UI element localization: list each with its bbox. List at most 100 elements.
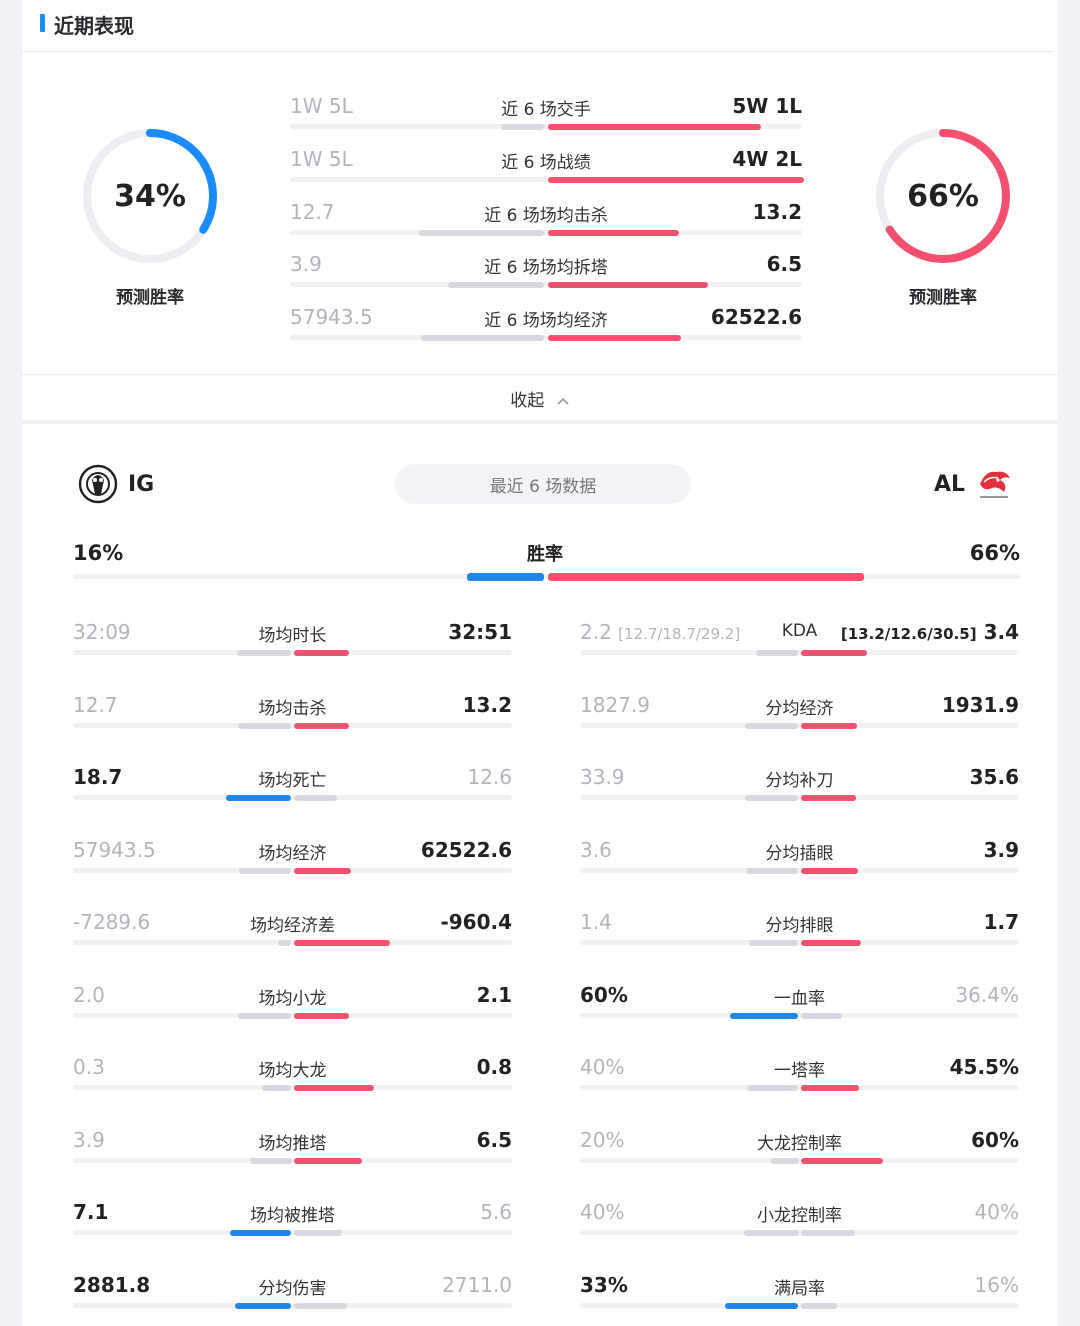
stats_right-right-value: 3.9 — [983, 837, 1019, 862]
stats_left-track — [73, 1230, 512, 1235]
stats_right-right-bar — [800, 1302, 837, 1309]
stats_left-left: 7.1 — [73, 1200, 108, 1224]
stats_left-right-value: 2.1 — [476, 982, 512, 1007]
stats_left-right: 13.2 — [252, 693, 512, 717]
stats_right-track — [580, 867, 1019, 873]
stats_left-left-bar — [234, 1302, 292, 1309]
stats_right-left-bar — [744, 795, 799, 801]
stats_left-right: 2711.0 — [252, 1273, 512, 1297]
stats_right-left: 33.9 — [580, 765, 625, 789]
chevron-up-icon — [556, 391, 570, 411]
recent-row-track — [290, 230, 802, 235]
stats_right-right: 45.5% — [759, 1055, 1019, 1079]
stats_left-right-value: 32:51 — [448, 620, 512, 644]
stats_right-right: 1.7 — [759, 910, 1019, 934]
stats_right-left: 40% — [580, 1055, 624, 1079]
stats_left-left-bar — [237, 722, 292, 729]
recent-row-right-bar — [548, 177, 804, 183]
stats_left-label: 场均击杀 — [258, 698, 327, 719]
collapse-button[interactable]: 收起 — [0, 386, 1080, 411]
stats_left-left-value: 3.9 — [73, 1127, 105, 1152]
stats_left-right-value: 12.6 — [467, 765, 512, 789]
stats_left-left-bar — [250, 1157, 292, 1164]
stats_right-left-value: 60% — [580, 982, 628, 1007]
stats_left-right-bar — [293, 1157, 363, 1164]
stats_left-left-bar — [261, 1085, 292, 1091]
stats_right-right-bar — [800, 940, 861, 946]
stats_left-right-bar — [293, 722, 350, 729]
stats_right-right: 35.6 — [759, 765, 1019, 789]
stats_right-left-bar — [745, 867, 799, 874]
recent-row-track — [290, 124, 802, 129]
stats_left-left-value: 57943.5 — [73, 837, 156, 862]
stats_left-left: 0.3 — [73, 1055, 105, 1079]
stats_right-right-extra: [13.2/12.6/30.5] — [840, 625, 977, 643]
stats_right-label: 分均经济 — [765, 698, 834, 719]
winrate-track — [73, 574, 1020, 579]
stats_right-right-value: 40% — [974, 1200, 1019, 1224]
stats_right-right-bar — [800, 722, 858, 729]
stats_left-right-bar — [293, 1230, 342, 1236]
stats_left-label: 场均被推塔 — [250, 1206, 335, 1226]
stats_left-track — [73, 867, 512, 873]
stats_left-right-value: 2711.0 — [442, 1272, 512, 1297]
stats_right-label: 一塔率 — [774, 1061, 825, 1081]
stats_left-right-bar — [293, 795, 338, 801]
stats_left-track — [73, 722, 512, 728]
stats_left-right-value: 0.8 — [476, 1055, 512, 1079]
stats_right-right: [13.2/12.6/30.5] 3.4 — [759, 620, 1019, 644]
recent-row-label: 近 6 场交手 — [501, 100, 591, 120]
stats_left-track — [73, 1302, 512, 1308]
recent-row-right-value: 13.2 — [752, 200, 802, 224]
stats_right-left-extra: [12.7/18.7/29.2] — [618, 625, 741, 643]
right-win-prob-value: 66% — [907, 178, 979, 214]
stats_right-right: 60% — [759, 1128, 1019, 1152]
stats_left-label: 场均时长 — [258, 626, 327, 646]
stats_left-right: 62522.6 — [252, 838, 512, 862]
stats_right-left-value: 20% — [580, 1127, 625, 1152]
stats_left-left: 12.7 — [73, 693, 118, 717]
winrate-label: 胜率 — [527, 544, 563, 565]
stats_right-label: 满局率 — [774, 1278, 825, 1299]
stats_right-right-bar — [800, 867, 858, 874]
stats_left-left-bar — [278, 940, 292, 946]
stats_left-left: 32:09 — [73, 620, 131, 644]
stats_right-left-value: 2.2 — [580, 620, 612, 644]
recent-row-right-bar — [548, 124, 762, 130]
recent-row-label: 近 6 场场均拆塔 — [484, 258, 608, 278]
stats_right-left-bar — [724, 1302, 799, 1309]
stats_left-left-bar — [230, 1230, 292, 1236]
recent-row-track — [290, 282, 802, 287]
recent-row-left-value: 1W 5L — [290, 147, 353, 171]
stats_left-left: -7289.6 — [73, 910, 150, 934]
left-win-prob-ring: 34% — [80, 126, 220, 266]
stats_right-track — [580, 1230, 1019, 1235]
recent-row-left-bar — [448, 282, 544, 288]
recent-row-right-bar — [548, 282, 708, 288]
recent-row-right-value: 5W 1L — [732, 94, 802, 118]
stats_right-left-bar — [749, 940, 799, 946]
stats_left-left-value: 32:09 — [73, 620, 131, 644]
recent-row-left-value: 3.9 — [290, 252, 322, 276]
stats_right-left-value: 33% — [580, 1272, 628, 1297]
stats_left-track — [73, 795, 512, 800]
stats_left-left: 3.9 — [73, 1128, 105, 1152]
stats_right-right-bar — [800, 1085, 859, 1091]
recent-row-left-bar — [421, 335, 544, 341]
stats_left-left-value: 0.3 — [73, 1055, 105, 1079]
stats_right-track — [580, 795, 1019, 800]
recent-row-left-value: 1W 5L — [290, 94, 353, 118]
team-left-name: IG — [128, 472, 155, 497]
data-range-pill[interactable]: 最近 6 场数据 — [395, 464, 691, 504]
stats_left-left-value: 2881.8 — [73, 1272, 151, 1297]
stats_right-left: 33% — [580, 1273, 628, 1297]
stats_right-right-value: 3.4 — [983, 620, 1019, 644]
recent-row-left-bar — [418, 230, 544, 236]
stats_right-right-value: 36.4% — [955, 982, 1019, 1007]
winrate-right-value: 66% — [969, 541, 1020, 565]
stats_right-right-bar — [800, 795, 857, 801]
stats_left-left-bar — [225, 795, 292, 801]
recent-row-right-value: 62522.6 — [710, 305, 802, 329]
stats_right-right-value: 1931.9 — [941, 692, 1019, 717]
stats_left-left-value: 2.0 — [73, 982, 105, 1007]
